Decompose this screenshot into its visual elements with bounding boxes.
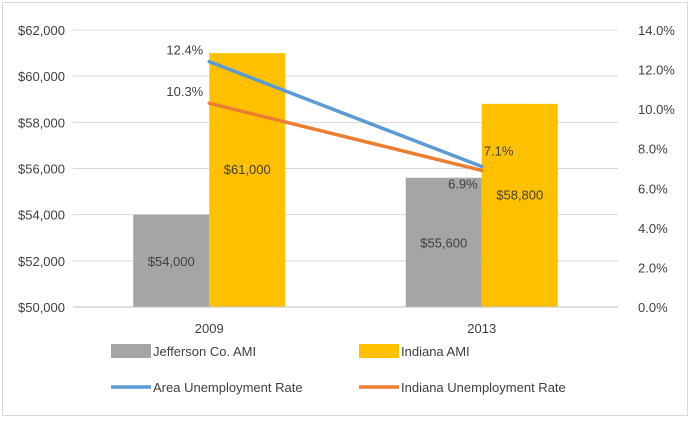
x-tick-label: 2009: [195, 321, 224, 336]
series-line: [207, 59, 484, 169]
y-tick-label: $54,000: [18, 208, 65, 223]
y2-tick-label: 12.0%: [638, 63, 675, 78]
line-data-label: 10.3%: [166, 84, 203, 99]
bar-data-label: $54,000: [148, 254, 195, 269]
line-data-label: 6.9%: [448, 176, 478, 191]
y-tick-label: $50,000: [18, 300, 65, 315]
y2-tick-label: 6.0%: [638, 181, 668, 196]
y-tick-label: $56,000: [18, 162, 65, 177]
legend-label: Jefferson Co. AMI: [153, 344, 256, 359]
bar: [405, 177, 482, 307]
bar-data-label: $58,800: [496, 187, 543, 202]
y-tick-label: $62,000: [18, 23, 65, 38]
chart-frame: $50,000 $52,000 $54,000 $56,000 $58,000 $60,0…: [2, 2, 688, 416]
bar-data-label: $55,600: [420, 235, 467, 250]
legend-swatch: [359, 344, 399, 358]
y-tick-label: $60,000: [18, 69, 65, 84]
bar: [209, 53, 286, 308]
bar: [481, 103, 558, 307]
legend-label: Indiana Unemployment Rate: [401, 380, 566, 395]
bar: [133, 214, 210, 307]
y2-tick-label: 0.0%: [638, 300, 668, 315]
legend-label: Area Unemployment Rate: [153, 380, 303, 395]
series-line: [207, 101, 484, 173]
y2-tick-label: 14.0%: [638, 23, 675, 38]
line-data-label: 12.4%: [166, 43, 203, 58]
y2-tick-label: 4.0%: [638, 221, 668, 236]
x-tick-label: 2013: [467, 321, 496, 336]
combo-chart: $50,000 $52,000 $54,000 $56,000 $58,000 $60,0…: [18, 23, 675, 395]
y-tick-label: $52,000: [18, 254, 65, 269]
legend-swatch: [111, 344, 151, 358]
y2-tick-label: 2.0%: [638, 260, 668, 275]
y2-tick-label: 10.0%: [638, 102, 675, 117]
y2-tick-label: 8.0%: [638, 142, 668, 157]
bar-data-label: $61,000: [224, 162, 271, 177]
line-data-label: 7.1%: [484, 144, 514, 159]
legend-label: Indiana AMI: [401, 344, 470, 359]
y-tick-label: $58,000: [18, 115, 65, 130]
